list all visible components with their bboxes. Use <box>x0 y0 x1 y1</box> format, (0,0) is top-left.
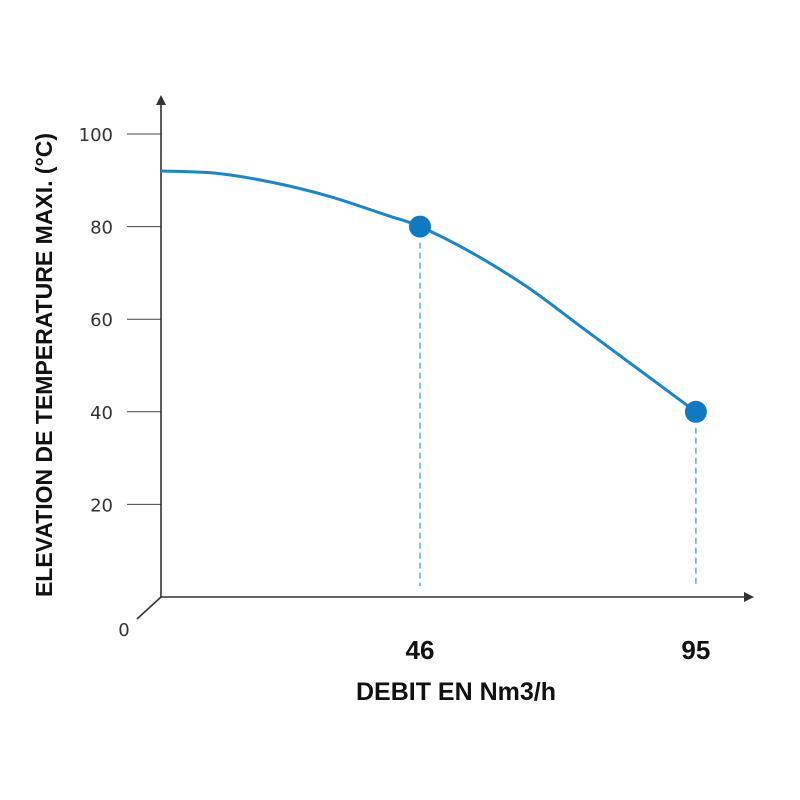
series-line <box>160 169 697 414</box>
x-tick-labels: 46 95 <box>406 635 711 665</box>
y-tick-label: 40 <box>90 403 113 424</box>
data-point-46 <box>409 215 431 238</box>
y-tick-label: 60 <box>90 310 113 331</box>
drop-line-layer <box>419 242 697 586</box>
origin-perspective-line <box>136 596 162 620</box>
y-tick-label: 100 <box>79 125 113 146</box>
y-axis-title: ELEVATION DE TEMPERATURE MAXI. (°C) <box>31 133 57 597</box>
series-layer <box>160 169 697 414</box>
x-axis-title: DEBIT EN Nm3/h <box>356 678 556 706</box>
x-tick-label: 95 <box>681 635 710 665</box>
y-tick-label: 80 <box>90 218 113 239</box>
tick-layer <box>127 133 161 505</box>
y-tick-labels: 20 40 60 80 100 <box>79 125 113 516</box>
data-point-95 <box>684 400 707 423</box>
x-tick-label: 46 <box>406 635 435 665</box>
y-tick-label: 20 <box>90 495 113 516</box>
origin-label: 0 <box>118 620 129 641</box>
marker-layer <box>409 215 707 423</box>
